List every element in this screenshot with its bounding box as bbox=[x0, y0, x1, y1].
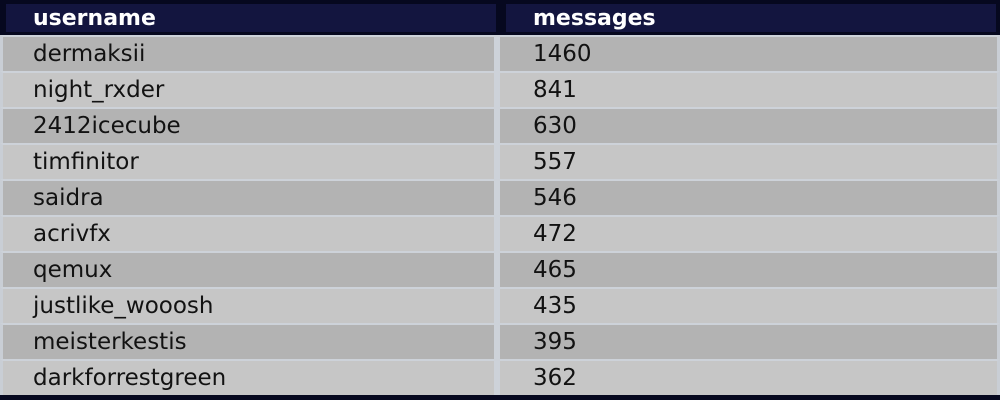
row-column-divider bbox=[494, 253, 500, 287]
table-row: justlike_wooosh 435 bbox=[0, 287, 1000, 323]
messages-cell: 1460 bbox=[500, 37, 997, 71]
table-bottom-edge bbox=[0, 395, 1000, 400]
row-column-divider bbox=[494, 325, 500, 359]
username-cell: timfinitor bbox=[3, 145, 494, 179]
messages-cell: 472 bbox=[500, 217, 997, 251]
messages-cell-text: 630 bbox=[533, 113, 577, 139]
messages-cell-text: 395 bbox=[533, 329, 577, 355]
messages-cell-text: 557 bbox=[533, 149, 577, 175]
table-row: acrivfx 472 bbox=[0, 215, 1000, 251]
username-cell-text: night_rxder bbox=[33, 77, 165, 103]
header-column-divider bbox=[496, 4, 506, 32]
messages-cell: 435 bbox=[500, 289, 997, 323]
username-cell-text: 2412icecube bbox=[33, 113, 181, 139]
username-cell: night_rxder bbox=[3, 73, 494, 107]
username-cell-text: meisterkestis bbox=[33, 329, 187, 355]
table-row: timfinitor 557 bbox=[0, 143, 1000, 179]
table-row: night_rxder 841 bbox=[0, 71, 1000, 107]
username-cell: darkforrestgreen bbox=[3, 361, 494, 395]
username-cell: meisterkestis bbox=[3, 325, 494, 359]
messages-cell-text: 546 bbox=[533, 185, 577, 211]
username-cell-text: acrivfx bbox=[33, 221, 111, 247]
table-row: dermaksii 1460 bbox=[0, 35, 1000, 71]
username-cell: 2412icecube bbox=[3, 109, 494, 143]
username-cell-text: dermaksii bbox=[33, 41, 146, 67]
messages-cell: 630 bbox=[500, 109, 997, 143]
column-header-username: username bbox=[0, 4, 496, 32]
username-cell-text: justlike_wooosh bbox=[33, 293, 214, 319]
messages-cell: 841 bbox=[500, 73, 997, 107]
row-column-divider bbox=[494, 145, 500, 179]
row-column-divider bbox=[494, 109, 500, 143]
messages-cell: 465 bbox=[500, 253, 997, 287]
messages-cell-text: 435 bbox=[533, 293, 577, 319]
table-row: 2412icecube 630 bbox=[0, 107, 1000, 143]
column-header-messages-label: messages bbox=[533, 5, 656, 31]
column-header-username-label: username bbox=[33, 5, 156, 31]
table-row: meisterkestis 395 bbox=[0, 323, 1000, 359]
table-row: saidra 546 bbox=[0, 179, 1000, 215]
table-body: dermaksii 1460 night_rxder 841 2412icecu… bbox=[0, 35, 1000, 395]
messages-cell: 362 bbox=[500, 361, 997, 395]
row-column-divider bbox=[494, 73, 500, 107]
username-cell: saidra bbox=[3, 181, 494, 215]
row-column-divider bbox=[494, 289, 500, 323]
username-cell: dermaksii bbox=[3, 37, 494, 71]
messages-cell-text: 1460 bbox=[533, 41, 592, 67]
table-row: darkforrestgreen 362 bbox=[0, 359, 1000, 395]
username-cell-text: saidra bbox=[33, 185, 104, 211]
table-row: qemux 465 bbox=[0, 251, 1000, 287]
username-cell-text: qemux bbox=[33, 257, 113, 283]
row-column-divider bbox=[494, 361, 500, 395]
messages-cell-text: 841 bbox=[533, 77, 577, 103]
username-cell-text: timfinitor bbox=[33, 149, 139, 175]
messages-cell-text: 472 bbox=[533, 221, 577, 247]
table-header-row: username messages bbox=[0, 0, 1000, 35]
messages-cell-text: 362 bbox=[533, 365, 577, 391]
messages-cell: 557 bbox=[500, 145, 997, 179]
messages-cell: 546 bbox=[500, 181, 997, 215]
username-cell: justlike_wooosh bbox=[3, 289, 494, 323]
column-header-messages: messages bbox=[506, 4, 996, 32]
username-cell-text: darkforrestgreen bbox=[33, 365, 227, 391]
row-column-divider bbox=[494, 217, 500, 251]
username-cell: acrivfx bbox=[3, 217, 494, 251]
messages-cell-text: 465 bbox=[533, 257, 577, 283]
row-column-divider bbox=[494, 181, 500, 215]
row-column-divider bbox=[494, 37, 500, 71]
messages-cell: 395 bbox=[500, 325, 997, 359]
username-cell: qemux bbox=[3, 253, 494, 287]
